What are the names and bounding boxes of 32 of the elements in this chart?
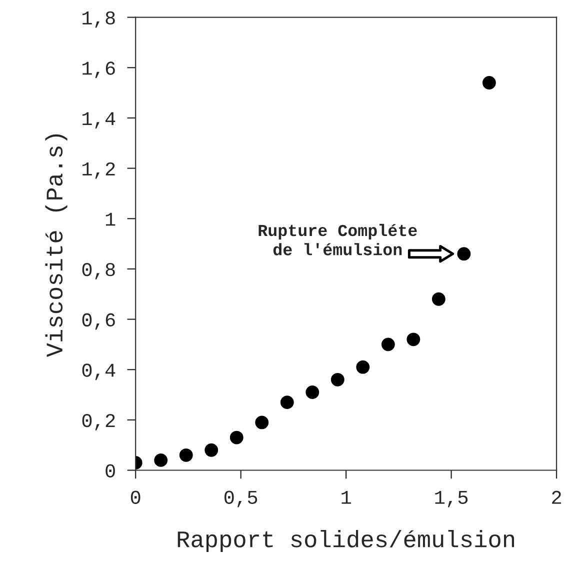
x-tick-label: 0: [130, 490, 140, 504]
y-tick-label: 0,2: [82, 414, 115, 430]
y-tick-label: 1: [106, 212, 116, 226]
point: [432, 292, 446, 306]
point: [204, 443, 218, 457]
point: [280, 396, 294, 410]
point: [482, 76, 496, 90]
x-tick-label: 1,5: [435, 490, 468, 508]
point: [356, 360, 370, 374]
point: [255, 416, 269, 430]
annotation: Rupture Compléte de l'émulsion: [258, 224, 417, 256]
y-axis-title: Viscosité (Pa.s): [45, 134, 68, 358]
point: [179, 448, 193, 462]
point: [330, 372, 344, 386]
y-tick-label: 1,4: [82, 112, 116, 128]
point: [154, 453, 168, 467]
point: [406, 332, 420, 346]
y-tick-label: 1,8: [82, 11, 115, 28]
point: [381, 338, 395, 352]
y-tick-label: 0,4: [82, 364, 116, 380]
x-tick-label: 1: [342, 490, 351, 504]
y-tick-label: 1,2: [82, 162, 115, 179]
point: [306, 386, 320, 399]
point: [230, 430, 244, 444]
x-axis-title: Rapport solides/émulsion: [178, 530, 514, 552]
y-tick-label: 0,6: [82, 313, 115, 330]
point: [457, 247, 471, 261]
y-tick-label: 0: [106, 464, 115, 478]
x-tick-label: 2: [552, 490, 561, 504]
y-tick-label: 1,6: [82, 62, 115, 78]
x-tick-label: 0,5: [224, 490, 258, 508]
y-tick-label: 0,8: [82, 262, 115, 280]
